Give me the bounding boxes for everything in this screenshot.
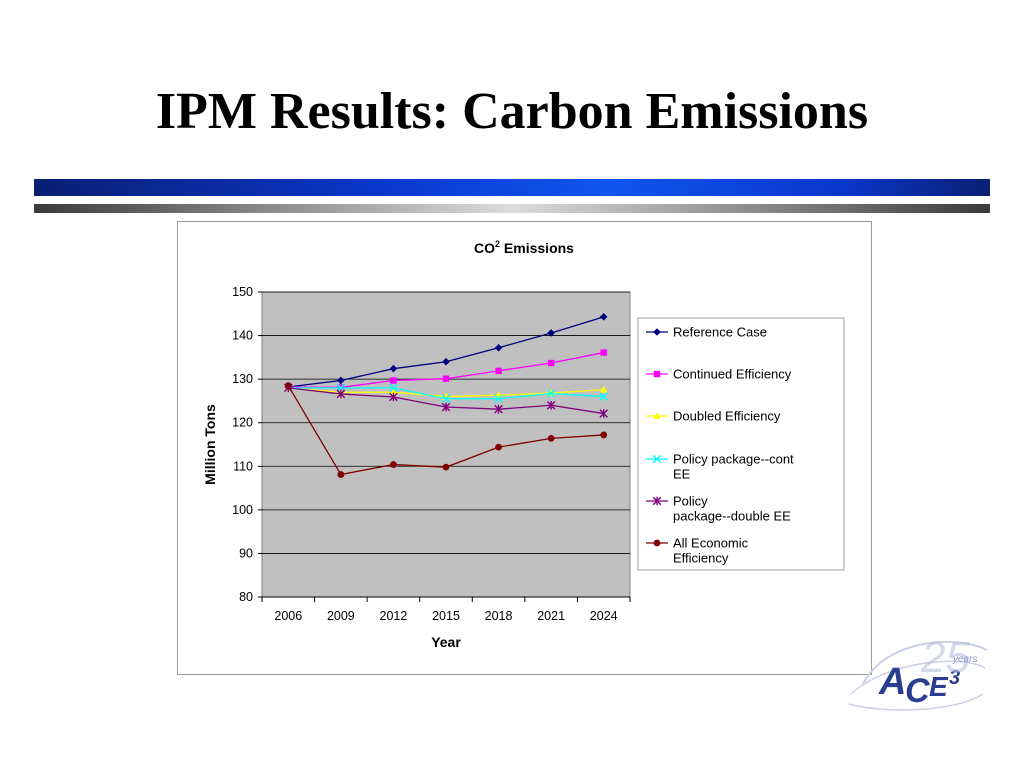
legend-marker	[653, 412, 661, 420]
chart-title-main: CO	[474, 240, 495, 256]
data-point	[599, 313, 608, 321]
legend: Reference Case Continued Efficiency Double…	[637, 317, 845, 571]
data-point	[547, 435, 555, 442]
data-point	[546, 400, 556, 410]
x-axis-label: Year	[431, 634, 461, 650]
x-tick-label: 2012	[380, 609, 408, 623]
plot-area-background	[261, 291, 631, 598]
legend-box	[637, 317, 845, 571]
legend-label: Reference Case	[673, 325, 767, 340]
data-point	[336, 389, 346, 399]
y-tick-label: 80	[239, 590, 253, 604]
data-point	[337, 376, 345, 385]
svg-text:3: 3	[949, 667, 960, 689]
x-tick-label: 2015	[432, 609, 460, 623]
data-point	[441, 402, 451, 412]
data-point	[547, 329, 555, 337]
data-point	[284, 382, 292, 390]
x-tick-label: 2018	[485, 609, 513, 623]
data-point	[599, 392, 609, 401]
data-point	[336, 383, 346, 393]
legend-label: Continued Efficiency	[673, 367, 792, 382]
legend-label: Policy package--double EE	[673, 494, 791, 524]
data-point	[495, 367, 502, 375]
chart-title-rest: Emissions	[500, 240, 574, 256]
data-point	[600, 431, 608, 439]
y-axis-label: Million Tons	[202, 404, 218, 485]
ace3-25-years-logo: A C E 3 25 years	[845, 632, 990, 722]
y-tick-label: 150	[232, 285, 253, 299]
y-tick-label: 140	[232, 329, 253, 343]
y-tick-label: 120	[232, 416, 253, 430]
svg-text:25: 25	[920, 633, 970, 682]
x-tick-label: 2006	[274, 609, 302, 623]
data-point	[494, 343, 503, 352]
data-point	[494, 394, 503, 404]
legend-item: All Economic Efficiency	[646, 536, 749, 566]
chart-title: CO2 Emissions	[474, 239, 574, 256]
data-point	[441, 394, 451, 404]
svg-text:A: A	[878, 661, 906, 703]
legend-marker	[653, 539, 661, 547]
x-tick-label: 2024	[590, 609, 618, 623]
y-tick-label: 110	[233, 459, 253, 473]
data-point	[389, 364, 398, 373]
legend-item: Doubled Efficiency	[646, 409, 781, 424]
data-point	[600, 349, 607, 356]
data-point	[599, 409, 609, 418]
series-layer	[283, 313, 609, 478]
co2-emissions-chart: CO2 Emissions 80 90 100 110 120 130 140 150 200…	[202, 239, 845, 650]
series-all-economic-efficiency	[284, 382, 608, 478]
legend-marker	[652, 496, 662, 506]
svg-text:E: E	[929, 671, 949, 702]
chart-title-superscript: 2	[495, 239, 500, 249]
data-point	[389, 388, 398, 396]
x-axis-ticks: 2006 2009 2012 2015 2018 2021 2024	[261, 596, 631, 623]
data-point	[442, 357, 450, 366]
data-point	[599, 385, 608, 393]
legend-item: Policy package--cont EE	[646, 452, 794, 482]
data-point	[389, 383, 398, 393]
data-point	[390, 461, 397, 468]
x-tick-label: 2009	[327, 609, 355, 623]
plot-area	[261, 291, 631, 598]
legend-label: Doubled Efficiency	[673, 409, 781, 424]
legend-item: Policy package--double EE	[646, 494, 791, 524]
legend-label: Policy package--cont EE	[673, 452, 794, 482]
svg-text:years: years	[952, 654, 977, 665]
data-point	[337, 471, 345, 478]
data-point	[546, 389, 556, 398]
svg-text:C: C	[905, 672, 930, 710]
legend-marker	[653, 370, 661, 378]
y-tick-label: 100	[232, 503, 253, 517]
data-point	[442, 463, 450, 471]
data-point	[390, 377, 397, 384]
gridlines	[262, 291, 630, 554]
x-tick-label: 2021	[537, 609, 565, 623]
data-point	[495, 443, 502, 451]
legend-label: All Economic Efficiency	[673, 536, 749, 566]
legend-marker	[652, 454, 662, 464]
y-tick-label: 130	[232, 372, 253, 386]
y-axis-ticks: 80 90 100 110 120 130 140 150	[232, 285, 262, 604]
data-point	[547, 359, 555, 367]
slide-title: IPM Results: Carbon Emissions	[155, 83, 869, 140]
title-underline-blue-bar	[34, 179, 990, 196]
data-point	[442, 375, 450, 382]
legend-item: Continued Efficiency	[646, 367, 792, 382]
title-underline-gray-bar	[34, 204, 990, 213]
chart-frame: CO2 Emissions 80 90 100 110 120 130 140 150 200…	[177, 221, 872, 675]
y-tick-label: 90	[239, 546, 253, 560]
data-point	[389, 392, 398, 402]
data-point	[494, 404, 503, 414]
